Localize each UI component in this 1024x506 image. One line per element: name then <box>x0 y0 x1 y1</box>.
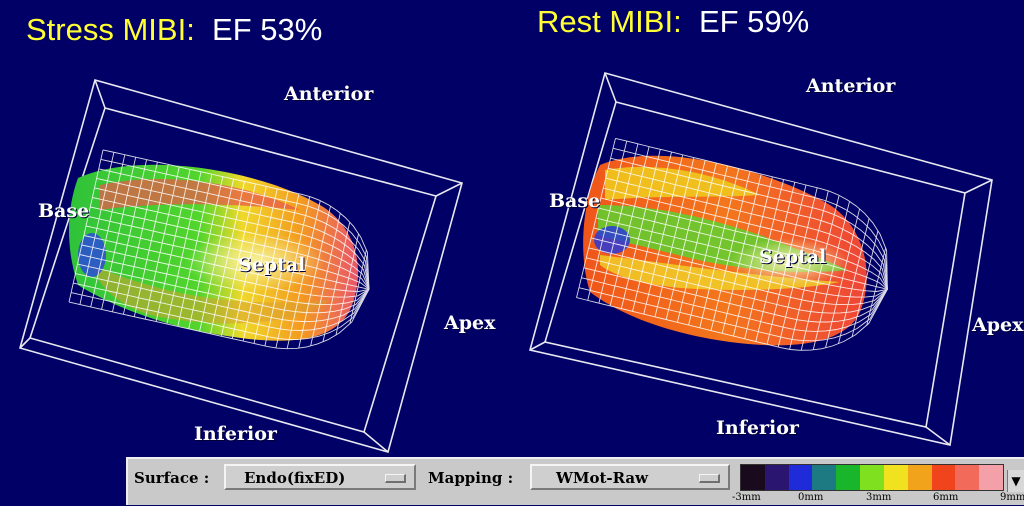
mesh-line <box>590 237 888 298</box>
mesh-line <box>94 187 370 290</box>
dropdown-indicator-icon <box>699 474 720 483</box>
color-scale-swatch <box>883 465 908 490</box>
dropdown-indicator-icon <box>385 474 406 483</box>
rest-bounding-box <box>529 72 993 446</box>
mesh-line <box>73 282 370 331</box>
mesh-line <box>612 147 888 290</box>
mesh-line <box>100 158 370 290</box>
color-scale-swatch <box>741 465 765 490</box>
mesh-line <box>610 157 888 290</box>
mesh-line <box>578 287 888 342</box>
mesh-line <box>88 216 370 290</box>
mesh-line <box>90 206 370 290</box>
rest-septal-label: Septal <box>759 246 827 268</box>
mesh-line <box>603 187 888 290</box>
stress-modality-label: Stress MIBI: <box>26 12 195 47</box>
rest-ef-value: EF 59% <box>698 4 810 39</box>
display-toolbar: Surface : Endo(fixED) Mapping : WMot-Raw… <box>126 457 1024 505</box>
mesh-line <box>586 257 888 314</box>
color-scale-swatch <box>812 465 837 490</box>
rest-title: Rest MIBI: EF 59% <box>537 4 809 40</box>
scroll-down-arrow-icon[interactable]: ▼ <box>1007 470 1024 492</box>
mesh-line <box>598 207 888 290</box>
stress-wireframe-mesh <box>68 149 370 350</box>
surface-value: Endo(fixED) <box>244 469 346 487</box>
mesh-line <box>98 168 370 290</box>
color-scale-tick-label: -3mm <box>732 492 761 503</box>
mesh-line <box>102 149 370 290</box>
stress-bounding-box <box>19 79 463 453</box>
color-scale-swatch <box>979 465 1003 490</box>
mesh-line <box>75 273 370 322</box>
color-scale-swatch <box>907 465 932 490</box>
mapping-dropdown[interactable]: WMot-Raw <box>530 464 730 490</box>
color-scale-swatch <box>836 465 861 490</box>
mesh-line <box>81 244 370 298</box>
stress-apex-label: Apex <box>444 312 496 334</box>
stress-ef-value: EF 53% <box>212 12 323 47</box>
color-scale-swatch <box>860 465 884 490</box>
mesh-line <box>588 247 888 306</box>
mesh-line <box>68 289 370 350</box>
mesh-line <box>600 197 888 290</box>
surface-label: Surface : <box>134 469 210 487</box>
color-scale-tick-label: 6mm <box>933 492 959 503</box>
mesh-line <box>85 225 370 290</box>
rest-wireframe-mesh <box>576 137 888 351</box>
color-scale-swatch <box>764 465 789 490</box>
surface-dropdown[interactable]: Endo(fixED) <box>224 464 416 490</box>
rest-anterior-label: Anterior <box>806 75 896 97</box>
rest-apex-label: Apex <box>972 314 1024 336</box>
stress-title: Stress MIBI: EF 53% <box>26 12 322 48</box>
mesh-line <box>581 277 888 332</box>
mapping-value: WMot-Raw <box>556 469 649 487</box>
stress-septal-label: Septal <box>238 254 306 276</box>
color-scale-swatch <box>955 465 980 490</box>
mapping-label: Mapping : <box>428 469 514 487</box>
mesh-line <box>71 289 370 340</box>
stress-anterior-label: Anterior <box>284 83 374 105</box>
color-scale-tick-label: 9mm <box>1000 492 1024 503</box>
mesh-line <box>605 177 888 290</box>
mesh-line <box>576 289 888 351</box>
mesh-line <box>583 267 888 323</box>
mesh-line <box>593 227 888 292</box>
mesh-line <box>595 217 888 290</box>
rest-modality-label: Rest MIBI: <box>537 4 682 39</box>
rest-inferior-label: Inferior <box>716 417 799 439</box>
rest-base-label: Base <box>549 190 601 212</box>
mesh-line <box>96 177 370 290</box>
stress-inferior-label: Inferior <box>194 423 277 445</box>
color-scale-tick-label: 0mm <box>798 492 824 503</box>
mesh-line <box>92 197 370 290</box>
mesh-line <box>608 167 888 290</box>
color-scale-swatch <box>931 465 956 490</box>
mesh-line <box>83 235 370 292</box>
color-scale-bar <box>740 464 1004 491</box>
color-scale-ticks: -3mm 0mm 3mm 6mm 9mm <box>732 492 1024 506</box>
color-scale-swatch <box>788 465 813 490</box>
mesh-line <box>615 137 888 290</box>
stress-base-label: Base <box>38 200 90 222</box>
mesh-line <box>77 263 370 314</box>
color-scale-tick-label: 3mm <box>866 492 892 503</box>
mesh-line <box>79 254 370 306</box>
